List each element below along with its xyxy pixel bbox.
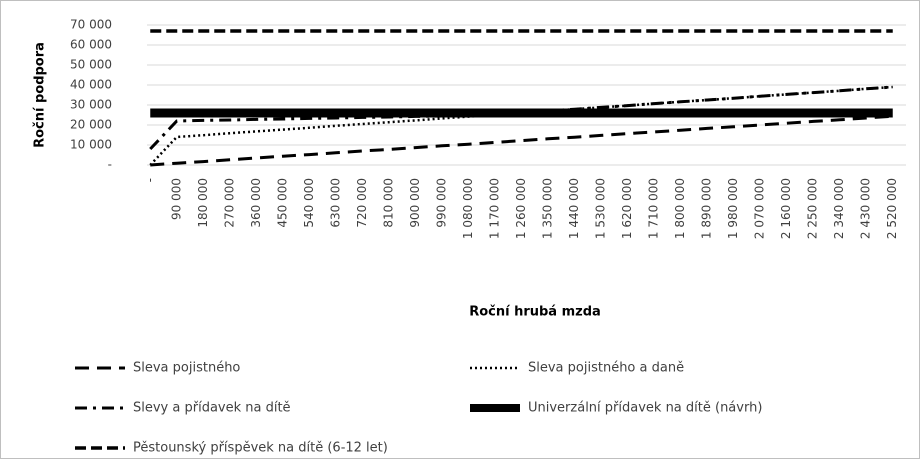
x-tick-label: 2 520 000 [885,178,899,239]
x-tick-label: 720 000 [355,178,369,228]
legend-label: Univerzální přídavek na dítě (návrh) [528,401,762,416]
y-tick-label: 30 000 [70,98,112,112]
x-tick-label: 990 000 [434,178,448,228]
x-tick-label: 1 080 000 [461,178,475,239]
y-tick-label: 20 000 [70,118,112,132]
y-tick-label: 60 000 [70,38,112,52]
x-tick-label: 1 350 000 [541,178,555,239]
x-tick-label: 270 000 [222,178,236,228]
x-tick-label: 2 430 000 [859,178,873,239]
y-tick-label: 50 000 [70,58,112,72]
x-tick-label: - [143,178,157,182]
legend-label: Sleva pojistného [133,361,240,376]
x-axis-title: Roční hrubá mzda [469,305,601,320]
x-tick-label: 1 620 000 [620,178,634,239]
x-tick-label: 180 000 [196,178,210,228]
y-tick-label: 40 000 [70,78,112,92]
x-tick-label: 540 000 [302,178,316,228]
x-tick-label: 810 000 [381,178,395,228]
x-tick-label: 450 000 [275,178,289,228]
x-tick-label: 2 250 000 [806,178,820,239]
x-tick-label: 2 160 000 [779,178,793,239]
x-tick-label: 1 530 000 [594,178,608,239]
series-line [149,85,893,166]
x-tick-label: 1 170 000 [487,178,501,239]
x-tick-label: 1 710 000 [647,178,661,239]
x-tick-label: 2 340 000 [832,178,846,239]
legend-label: Slevy a přídavek na dítě [133,401,291,416]
x-tick-label: 1 800 000 [673,178,687,239]
x-tick-label: 1 890 000 [700,178,714,239]
y-axis-title: Roční podpora [33,42,48,148]
x-tick-label: 1 260 000 [514,178,528,239]
legend-label: Sleva pojistného a daně [528,361,684,376]
y-tick-label: 70 000 [70,18,112,32]
y-tick-label: - [108,158,112,172]
series-line [150,114,893,167]
x-tick-label: 90 000 [169,178,183,220]
x-tick-label: 1 440 000 [567,178,581,239]
legend-label: Pěstounský příspěvek na dítě (6-12 let) [133,441,388,456]
y-tick-label: 10 000 [70,138,112,152]
x-tick-label: 360 000 [249,178,263,228]
x-tick-label: 2 070 000 [753,178,767,239]
x-tick-label: 630 000 [328,178,342,228]
x-tick-label: 1 980 000 [726,178,740,239]
x-tick-label: 900 000 [408,178,422,228]
